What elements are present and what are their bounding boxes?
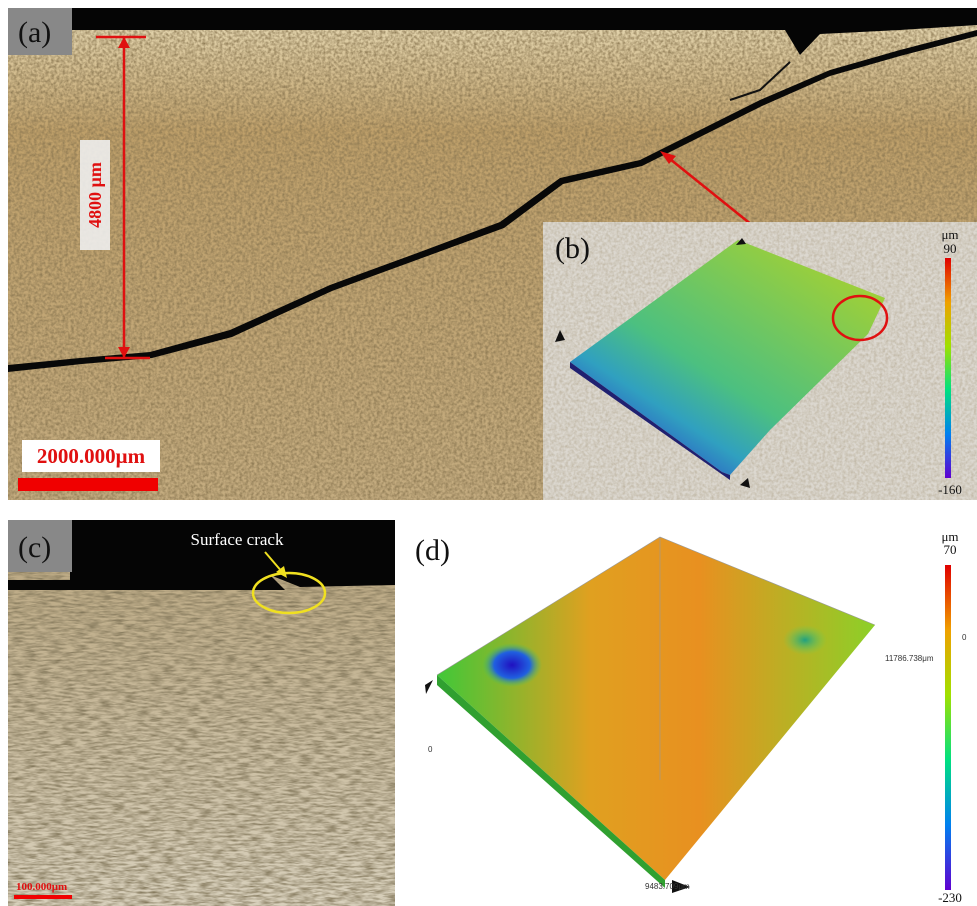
colorbar [945, 258, 951, 478]
panel-label: (d) [415, 534, 450, 567]
scale-label: 2000.000μm [37, 444, 146, 468]
panel-label: (b) [555, 232, 590, 265]
colorbar [945, 565, 951, 890]
depression [783, 625, 827, 655]
panel-label: (a) [18, 16, 51, 49]
depression [482, 643, 542, 687]
scale-label: 100.000μm [16, 881, 67, 893]
axis-label: 11786.738μm [885, 654, 934, 663]
axis-label: 9483.709μm [645, 882, 690, 891]
page: (a) 4800 μm 2000.000μm (b) μm 90 -160 (c… [0, 0, 977, 906]
colorbar-max: 70 [944, 542, 957, 557]
colorbar-mid: 0 [962, 633, 967, 642]
panel-label: (c) [18, 531, 51, 564]
panel-b: (b) μm 90 -160 [543, 222, 977, 500]
colorbar-unit: μm [941, 227, 958, 242]
colorbar-max: 90 [944, 241, 957, 256]
scale-bar [18, 478, 158, 491]
colorbar-min: -230 [938, 890, 962, 905]
panel-c: (c) Surface crack 100.000μm [8, 520, 395, 906]
figure: (a) 4800 μm 2000.000μm (b) μm 90 -160 (c… [0, 0, 977, 906]
scale-bar [14, 895, 72, 899]
annotation: Surface crack [191, 530, 284, 549]
colorbar-min: -160 [938, 482, 962, 497]
depth-label: 4800 μm [85, 162, 105, 228]
axis-label: 0 [428, 745, 433, 754]
surface [437, 537, 875, 880]
panel-d: (d) 11786.738μm 9483.709μm 0 μm 70 0 -23… [415, 529, 967, 905]
